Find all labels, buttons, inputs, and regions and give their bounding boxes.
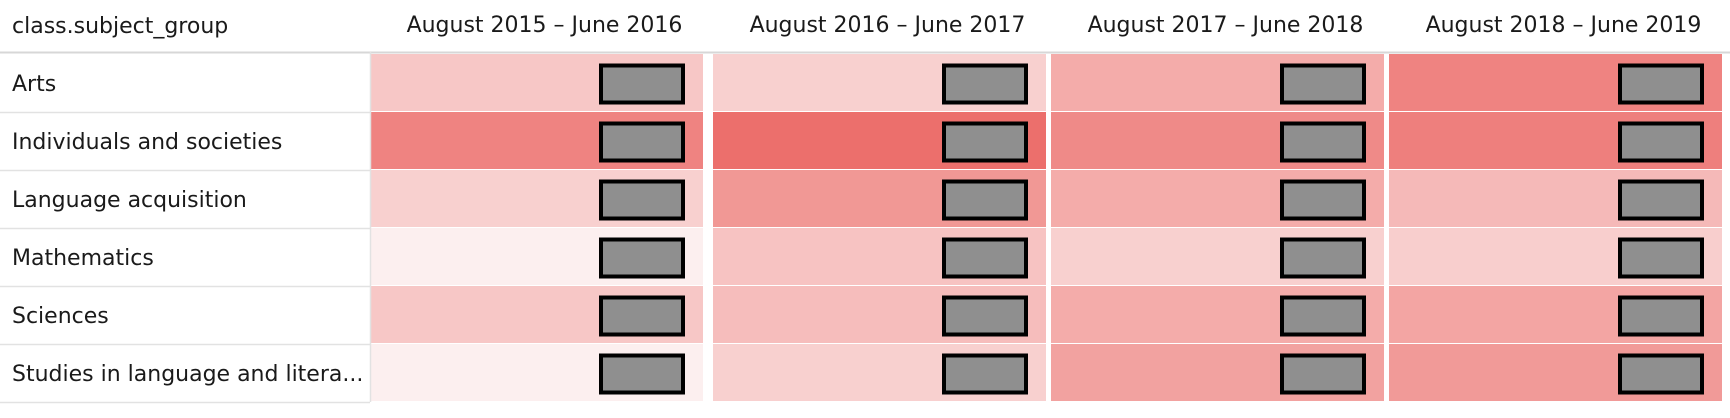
masked-value-box — [599, 121, 685, 163]
masked-value-box — [599, 63, 685, 105]
masked-value-box — [1618, 295, 1704, 337]
masked-value-box — [1618, 237, 1704, 279]
masked-value-box — [1618, 121, 1704, 163]
row-header-label: class.subject_group — [12, 14, 228, 39]
masked-value-box — [1280, 353, 1366, 395]
row-label-2: Individuals and societies — [12, 130, 282, 155]
masked-value-box — [942, 63, 1028, 105]
masked-value-box — [599, 353, 685, 395]
masked-value-box — [942, 237, 1028, 279]
column-header-1: August 2015 – June 2016 — [407, 13, 683, 38]
masked-value-box — [942, 295, 1028, 337]
column-header-2: August 2016 – June 2017 — [750, 13, 1026, 38]
masked-value-box — [599, 179, 685, 221]
masked-value-box — [942, 179, 1028, 221]
row-label-3: Language acquisition — [12, 188, 247, 213]
row-label-1: Arts — [12, 72, 56, 97]
row-label-5: Sciences — [12, 304, 109, 329]
column-header-3: August 2017 – June 2018 — [1088, 13, 1364, 38]
row-label-6: Studies in language and litera... — [12, 362, 363, 387]
masked-value-box — [942, 121, 1028, 163]
masked-value-box — [1280, 237, 1366, 279]
masked-value-box — [1280, 179, 1366, 221]
masked-value-box — [942, 353, 1028, 395]
masked-value-box — [599, 237, 685, 279]
masked-value-box — [1280, 121, 1366, 163]
masked-value-box — [1618, 179, 1704, 221]
masked-value-box — [1618, 353, 1704, 395]
masked-value-box — [1280, 63, 1366, 105]
row-label-4: Mathematics — [12, 246, 154, 271]
masked-value-box — [1618, 63, 1704, 105]
masked-value-box — [599, 295, 685, 337]
masked-value-box — [1280, 295, 1366, 337]
column-header-4: August 2018 – June 2019 — [1426, 13, 1702, 38]
